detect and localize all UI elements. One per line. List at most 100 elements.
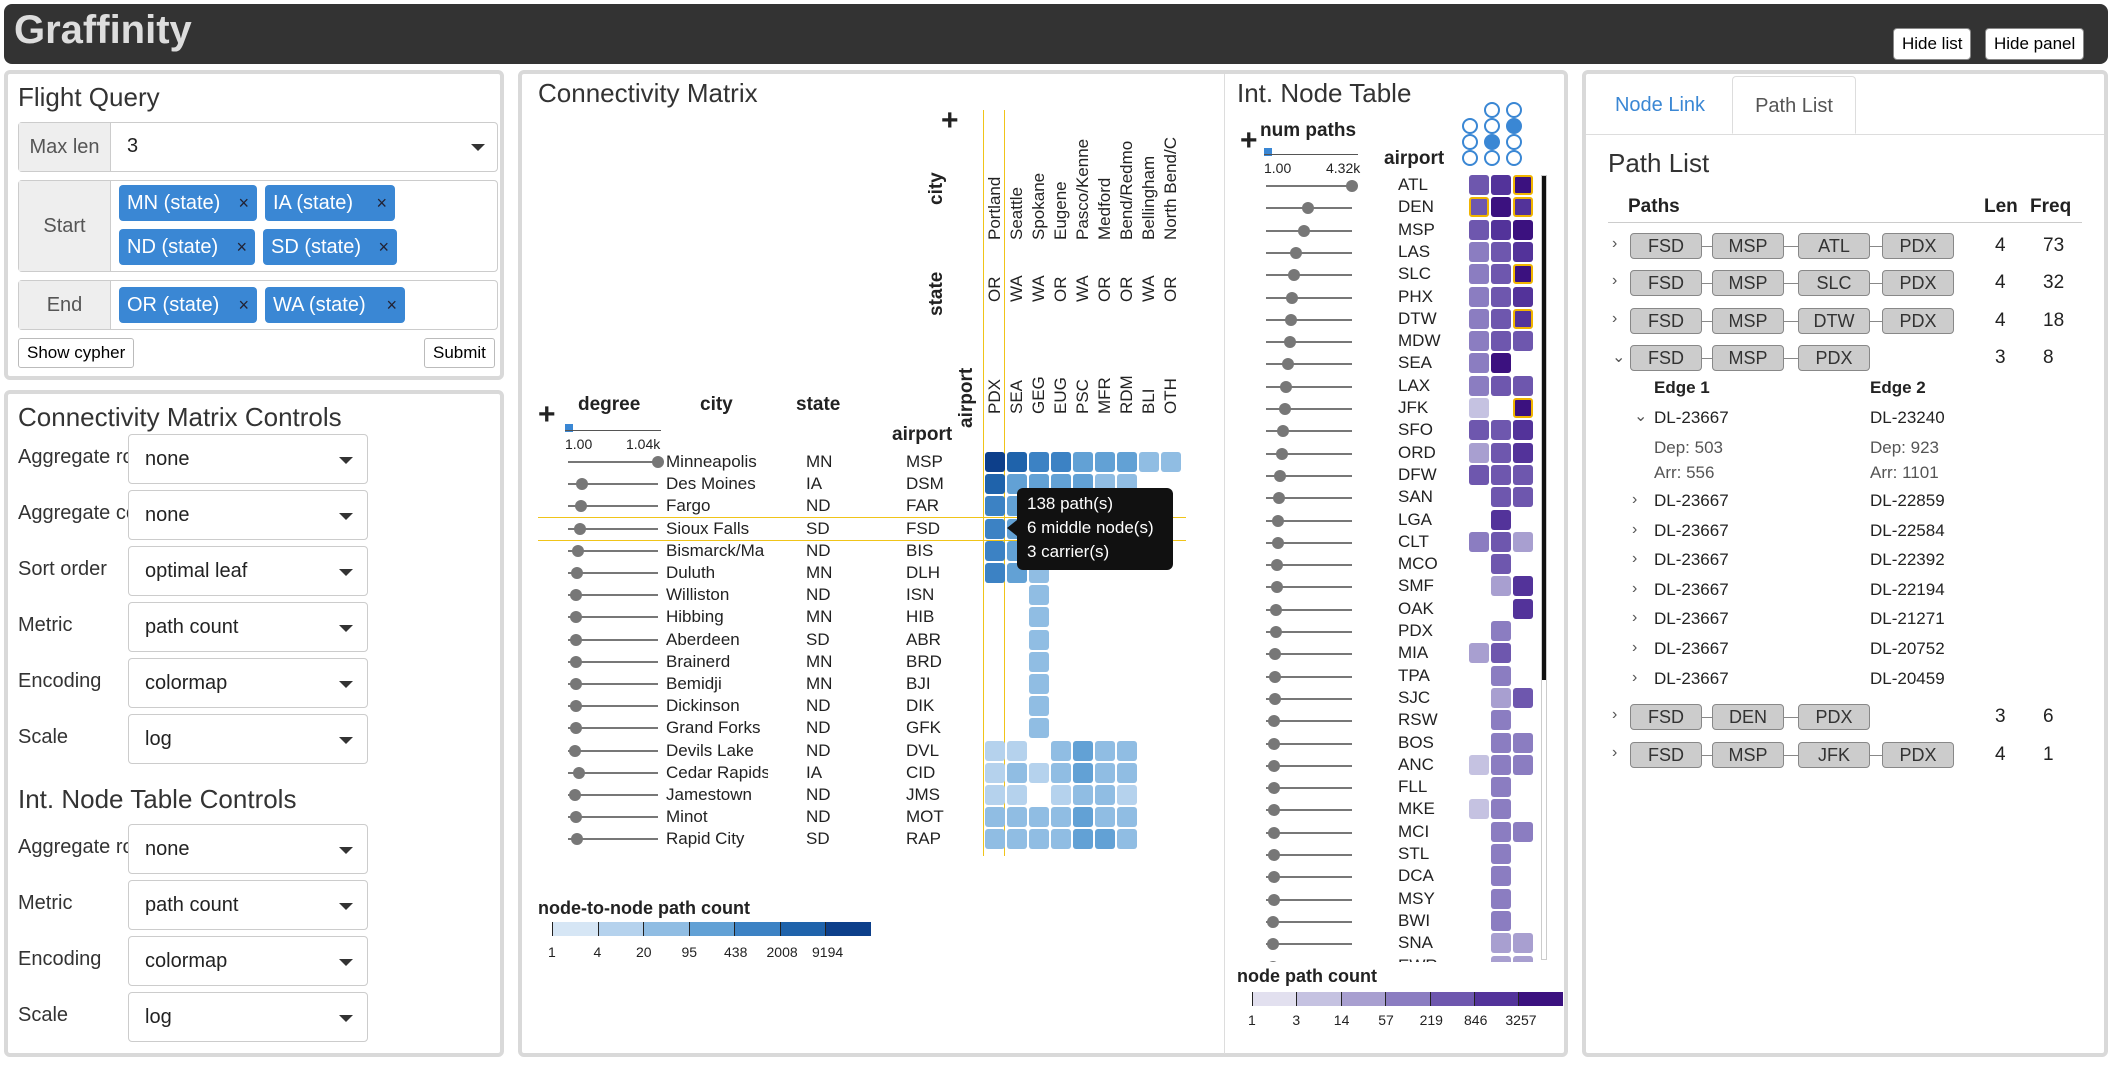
path-node-pill[interactable]: SLC	[1798, 270, 1870, 296]
path-node-pill[interactable]: MSP	[1712, 233, 1784, 259]
degree-brush[interactable]	[565, 424, 573, 432]
state-header[interactable]: state	[796, 394, 841, 415]
matrix-cell[interactable]	[1095, 762, 1115, 783]
num-paths-slider[interactable]	[1266, 893, 1352, 906]
matrix-cell[interactable]	[1095, 740, 1115, 761]
matrix-cell[interactable]	[1029, 829, 1049, 850]
int-node-cell[interactable]	[1513, 821, 1533, 842]
num-paths-knob[interactable]	[1266, 938, 1279, 951]
matrix-cell[interactable]	[985, 829, 1005, 850]
degree-knob[interactable]	[652, 456, 664, 468]
city-header[interactable]: city	[700, 394, 733, 415]
int-node-cell[interactable]	[1513, 442, 1533, 463]
edge1-id[interactable]: DL-23667	[1654, 491, 1729, 510]
int-node-cell[interactable]	[1513, 264, 1533, 285]
int-node-cell[interactable]	[1513, 219, 1533, 240]
num-paths-knob[interactable]	[1275, 447, 1288, 460]
matrix-cell[interactable]	[1117, 807, 1137, 828]
path-node-pill[interactable]: PDX	[1882, 742, 1954, 768]
int-node-cell[interactable]	[1491, 264, 1511, 285]
degree-slider[interactable]	[568, 589, 658, 602]
num-paths-slider[interactable]	[1266, 603, 1352, 616]
num-paths-slider[interactable]	[1266, 804, 1352, 817]
degree-slider[interactable]	[568, 567, 658, 579]
num-paths-knob[interactable]	[1278, 403, 1291, 415]
scrollbar-thumb[interactable]	[1541, 175, 1547, 680]
control-select[interactable]: log	[128, 992, 368, 1042]
matrix-cell[interactable]	[985, 807, 1005, 828]
num-paths-slider[interactable]	[1266, 559, 1352, 572]
int-node-cell[interactable]	[1491, 910, 1511, 931]
edge1-id[interactable]: DL-23667	[1654, 579, 1729, 599]
chevron-right-icon[interactable]: ›	[1612, 744, 1618, 761]
degree-knob[interactable]	[573, 522, 586, 535]
edge2-id[interactable]: DL-20752	[1870, 639, 1945, 658]
degree-slider[interactable]	[568, 500, 658, 513]
num-paths-knob[interactable]	[1273, 492, 1286, 505]
edge1-id[interactable]: DL-23667	[1654, 520, 1729, 540]
path-node-pill[interactable]: FSD	[1630, 270, 1702, 296]
degree-knob[interactable]	[568, 789, 581, 801]
chevron-right-icon[interactable]: ›	[1632, 639, 1638, 656]
int-node-cell[interactable]	[1491, 888, 1511, 909]
num-paths-slider[interactable]	[1266, 492, 1352, 505]
num-paths-slider[interactable]	[1266, 670, 1352, 683]
int-node-cell[interactable]	[1469, 197, 1489, 218]
paths-header[interactable]: Paths	[1628, 196, 1680, 217]
int-node-cell[interactable]	[1491, 331, 1511, 352]
int-node-cell[interactable]	[1491, 464, 1511, 485]
matrix-cell[interactable]	[1073, 829, 1093, 850]
matrix-cell[interactable]	[985, 762, 1005, 783]
int-node-cell[interactable]	[1513, 331, 1533, 352]
num-paths-knob[interactable]	[1280, 380, 1293, 393]
num-paths-slider[interactable]	[1266, 313, 1352, 326]
matrix-cell[interactable]	[1029, 629, 1049, 650]
num-paths-knob[interactable]	[1288, 269, 1301, 282]
degree-slider[interactable]	[568, 744, 658, 757]
num-paths-knob[interactable]	[1271, 536, 1284, 549]
path-node-pill[interactable]: PDX	[1798, 704, 1870, 730]
num-paths-slider[interactable]	[1266, 737, 1352, 750]
int-node-cell[interactable]	[1491, 531, 1511, 552]
chevron-right-icon[interactable]: ›	[1632, 491, 1638, 508]
chevron-down-icon[interactable]: ⌄	[1612, 349, 1626, 366]
num-paths-slider[interactable]	[1266, 938, 1352, 951]
num-paths-knob[interactable]	[1270, 559, 1283, 572]
num-paths-slider[interactable]	[1266, 425, 1352, 438]
degree-slider[interactable]	[568, 522, 658, 535]
matrix-cell[interactable]	[1117, 740, 1137, 761]
edge2-id[interactable]: DL-22859	[1870, 491, 1945, 510]
control-select[interactable]: none	[128, 824, 368, 874]
matrix-cell[interactable]	[1029, 807, 1049, 828]
control-select[interactable]: colormap	[128, 936, 368, 986]
num-paths-slider[interactable]	[1266, 224, 1352, 237]
start-tag-mn[interactable]: MN (state) ×	[119, 185, 257, 221]
matrix-cell[interactable]	[1029, 585, 1049, 606]
int-node-cell[interactable]	[1491, 420, 1511, 441]
int-node-cell[interactable]	[1469, 643, 1489, 664]
num-paths-knob[interactable]	[1285, 313, 1298, 326]
matrix-cell[interactable]	[1051, 762, 1071, 783]
edge2-id[interactable]: DL-22584	[1870, 520, 1945, 540]
int-node-cell[interactable]	[1513, 732, 1533, 753]
int-node-cell[interactable]	[1491, 799, 1511, 820]
chevron-right-icon[interactable]: ›	[1612, 310, 1618, 327]
matrix-cell[interactable]	[1029, 674, 1049, 694]
edge1-id[interactable]: DL-23667	[1654, 668, 1729, 688]
int-node-cell[interactable]	[1491, 665, 1511, 686]
path-node-pill[interactable]: DEN	[1712, 704, 1784, 730]
carrier-circle[interactable]	[1484, 150, 1500, 166]
int-node-cell[interactable]	[1491, 175, 1511, 195]
int-node-cell[interactable]	[1491, 866, 1511, 887]
int-node-cell[interactable]	[1491, 821, 1511, 842]
int-node-cell[interactable]	[1513, 933, 1533, 954]
matrix-cell[interactable]	[1117, 762, 1137, 783]
len-header[interactable]: Len	[1984, 196, 2018, 217]
matrix-cell[interactable]	[1029, 607, 1049, 628]
degree-slider[interactable]	[568, 678, 658, 690]
carrier-circle[interactable]	[1462, 150, 1478, 166]
plus-icon[interactable]: +	[941, 104, 959, 137]
chevron-right-icon[interactable]: ›	[1632, 550, 1638, 568]
num-paths-slider[interactable]	[1266, 648, 1352, 661]
num-paths-slider[interactable]	[1266, 358, 1352, 371]
